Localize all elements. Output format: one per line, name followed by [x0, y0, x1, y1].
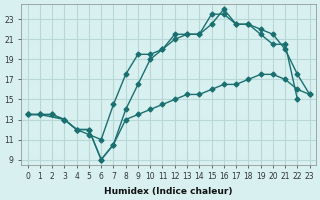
- X-axis label: Humidex (Indice chaleur): Humidex (Indice chaleur): [104, 187, 233, 196]
